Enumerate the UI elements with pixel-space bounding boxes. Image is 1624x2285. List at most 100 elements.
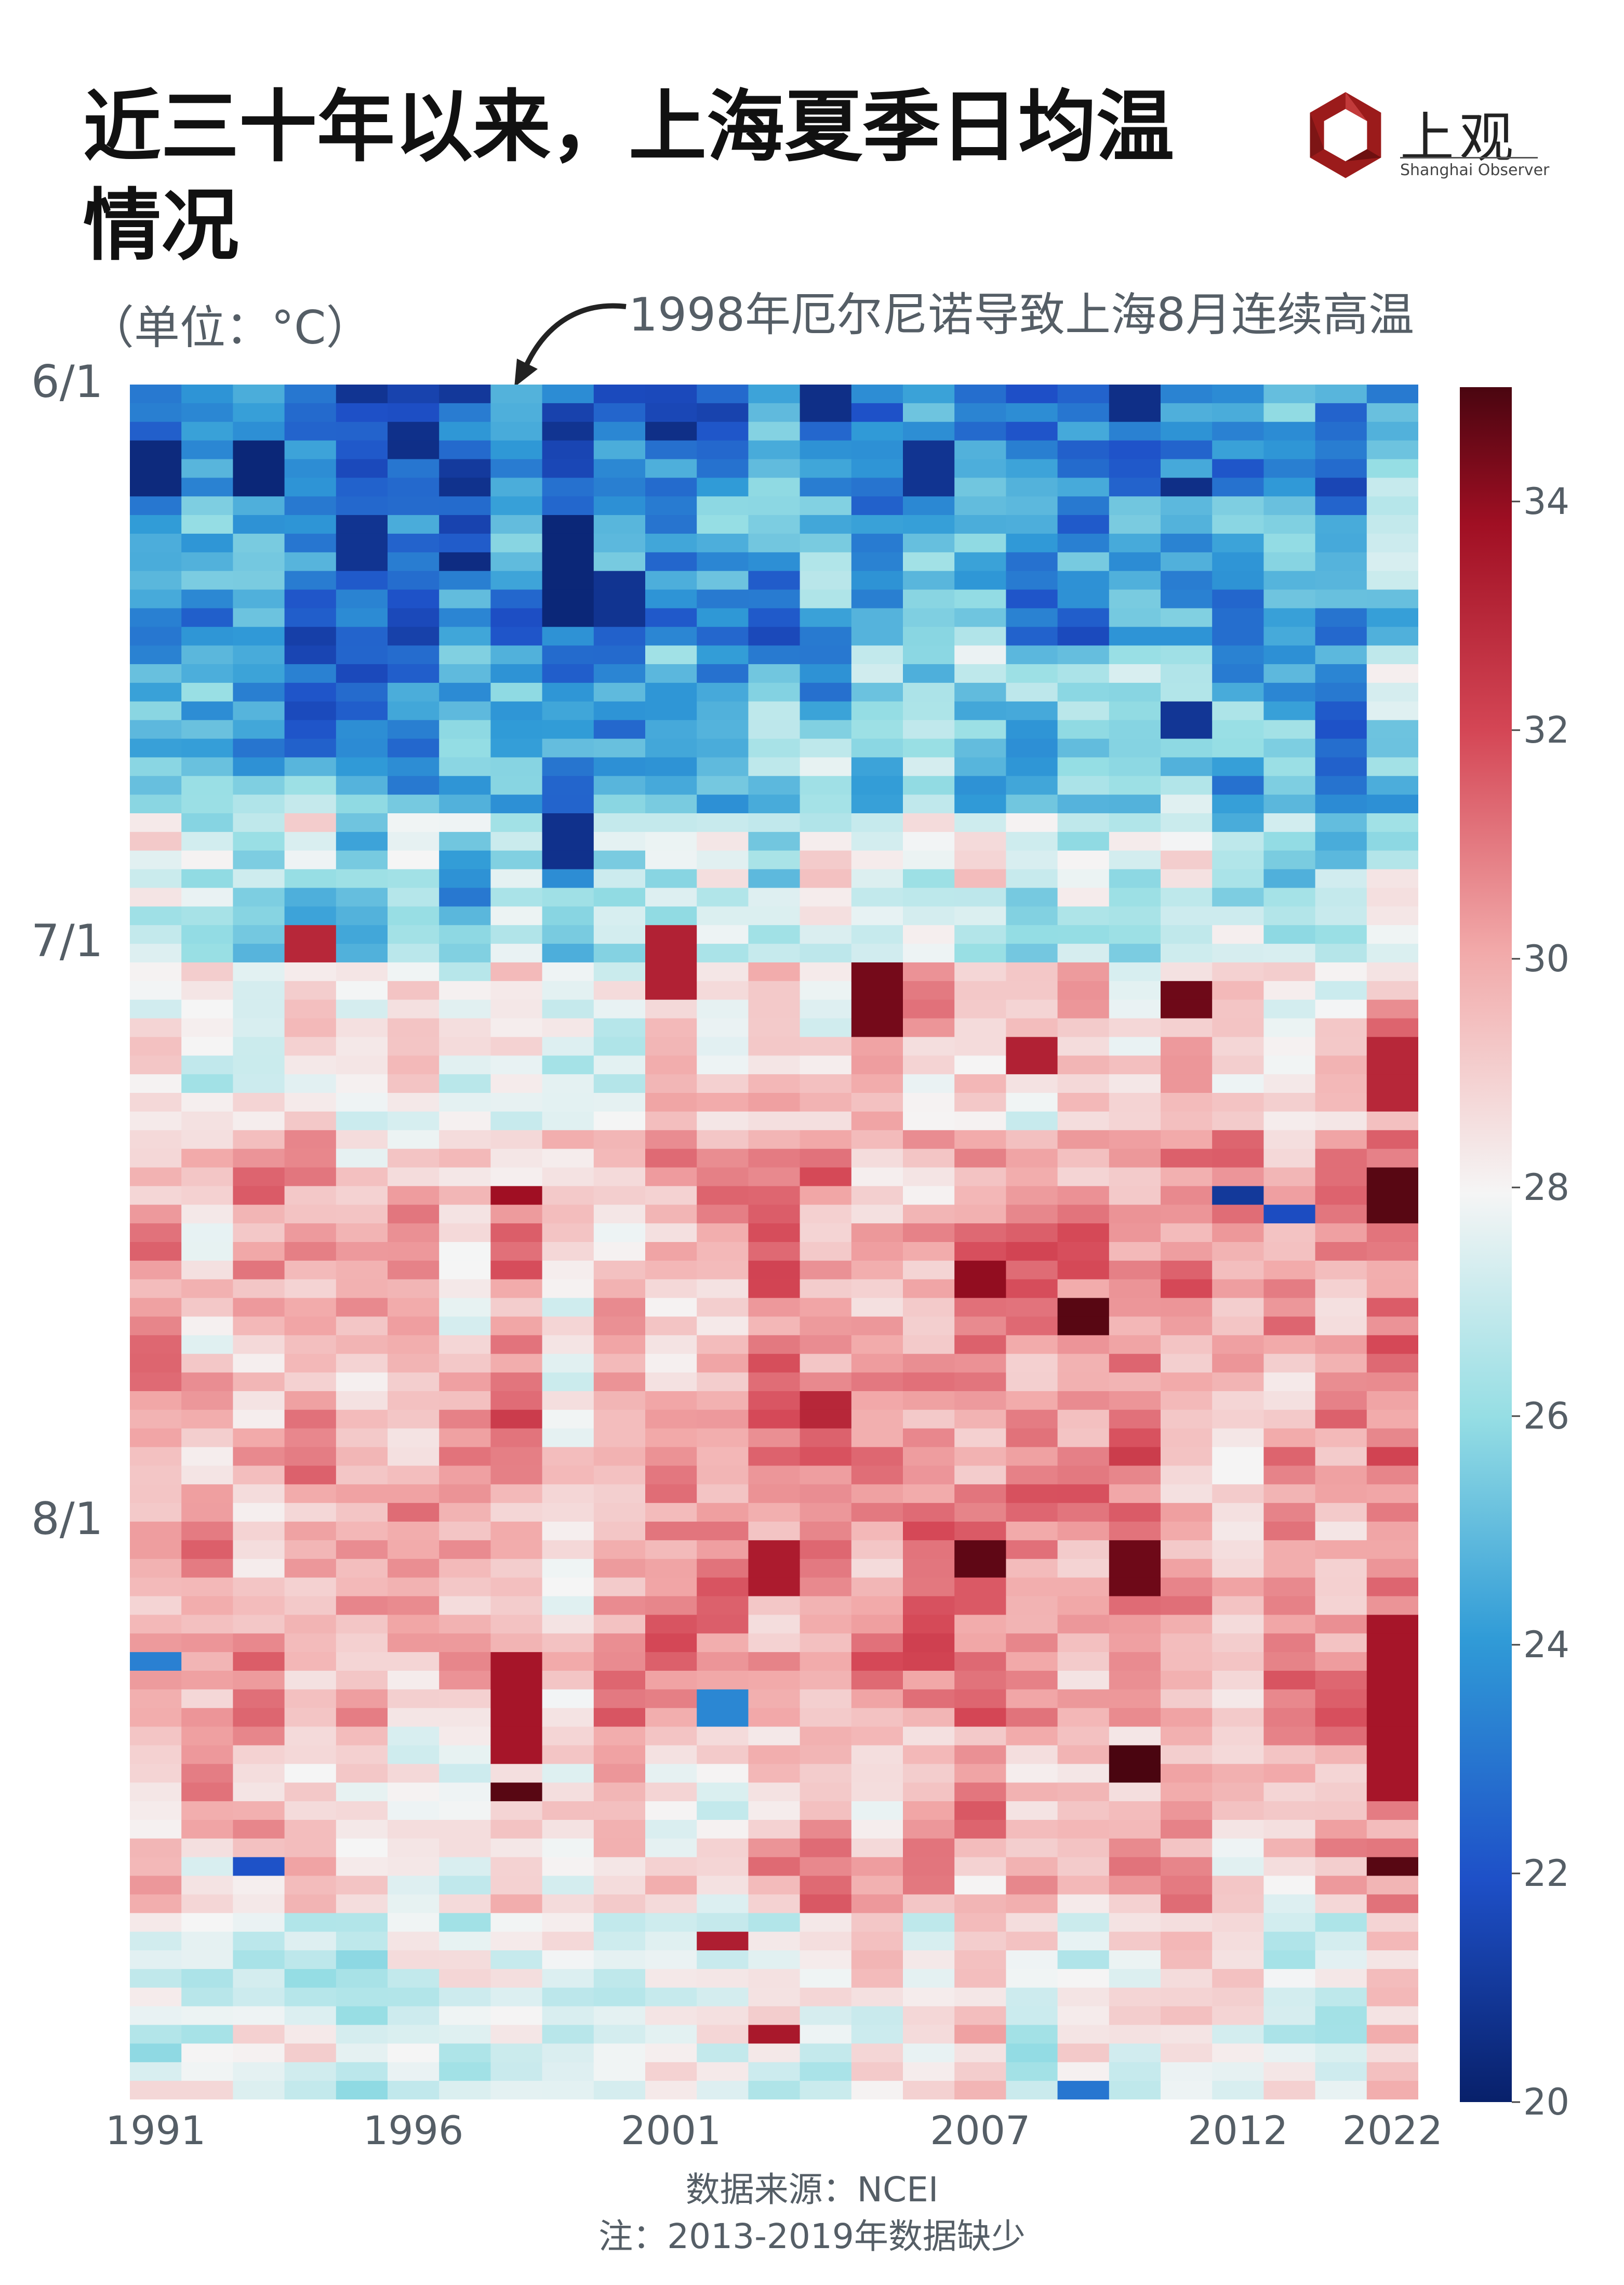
heatmap-cell [1057, 795, 1110, 814]
heatmap-cell [1366, 1819, 1418, 1839]
heatmap-cell [903, 757, 955, 776]
heatmap-cell [233, 738, 285, 758]
heatmap-cell [439, 1838, 491, 1858]
heatmap-cell [439, 813, 491, 833]
heatmap-cell [1212, 1186, 1264, 1205]
heatmap-cell [1263, 1465, 1316, 1485]
heatmap-cell [1161, 664, 1213, 683]
heatmap-cell [1161, 1055, 1213, 1075]
heatmap-cell [490, 981, 543, 1000]
heatmap-cell [233, 999, 285, 1019]
heatmap-cell [1057, 1298, 1110, 1317]
heatmap-cell [130, 1932, 182, 1951]
heatmap-cell [1057, 1838, 1110, 1858]
heatmap-cell [697, 1596, 749, 1615]
heatmap-cell [697, 1875, 749, 1895]
heatmap-cell [130, 1093, 182, 1112]
heatmap-cell [903, 1409, 955, 1429]
heatmap-cell [1212, 627, 1264, 646]
heatmap-cell [490, 1969, 543, 1988]
heatmap-cell [336, 1894, 388, 1913]
heatmap-cell [593, 421, 646, 441]
heatmap-cell [233, 1652, 285, 1671]
heatmap-cell [1109, 1633, 1161, 1653]
heatmap-cell [490, 944, 543, 963]
heatmap-cell [1212, 1409, 1264, 1429]
heatmap-cell [490, 1894, 543, 1913]
heatmap-cell [593, 478, 646, 497]
heatmap-cell [1161, 1633, 1213, 1653]
heatmap-cell [1366, 1447, 1418, 1467]
heatmap-cell [954, 1298, 1006, 1317]
heatmap-cell [1366, 738, 1418, 758]
heatmap-cell [284, 1316, 337, 1336]
heatmap-cell [388, 1950, 440, 1970]
heatmap-cell [1366, 385, 1418, 404]
heatmap-cell [1057, 2062, 1110, 2081]
heatmap-cell [284, 850, 337, 870]
heatmap-cell [490, 795, 543, 814]
heatmap-cell [388, 1708, 440, 1727]
heatmap-cell [748, 738, 801, 758]
heatmap-cell [284, 999, 337, 1019]
heatmap-cell [1315, 1111, 1367, 1131]
heatmap-cell [851, 850, 903, 870]
heatmap-cell [439, 906, 491, 926]
heatmap-cell [439, 1372, 491, 1392]
heatmap-cell [748, 1522, 801, 1541]
heatmap-cell [1366, 925, 1418, 944]
heatmap-cell [1109, 1409, 1161, 1429]
heatmap-cell [1263, 1148, 1316, 1168]
heatmap-cell [1109, 1354, 1161, 1373]
heatmap-cell [233, 1465, 285, 1485]
heatmap-cell [1057, 757, 1110, 776]
heatmap-cell [800, 478, 852, 497]
heatmap-cell [233, 1298, 285, 1317]
heatmap-cell [542, 1558, 594, 1578]
heatmap-cell [1109, 1987, 1161, 2007]
heatmap-cell [1212, 1558, 1264, 1578]
heatmap-cell [645, 1354, 697, 1373]
heatmap-cell [1212, 776, 1264, 795]
heatmap-cell [1263, 552, 1316, 572]
heatmap-cell [697, 1316, 749, 1336]
heatmap-cell [800, 459, 852, 478]
heatmap-cell [1212, 1503, 1264, 1522]
heatmap-cell [1212, 608, 1264, 627]
heatmap-cell [233, 850, 285, 870]
heatmap-cell [954, 850, 1006, 870]
heatmap-cell [336, 385, 388, 404]
heatmap-cell [697, 1540, 749, 1560]
heatmap-cell [439, 1689, 491, 1709]
heatmap-cell [1109, 589, 1161, 609]
heatmap-cell [1212, 1447, 1264, 1467]
heatmap-cell [593, 1279, 646, 1299]
heatmap-cell [1366, 1316, 1418, 1336]
heatmap-cell [284, 1726, 337, 1746]
heatmap-cell [645, 1167, 697, 1186]
heatmap-cell [1315, 999, 1367, 1019]
heatmap-cell [439, 1260, 491, 1280]
heatmap-cell [284, 1074, 337, 1093]
heatmap-cell [954, 757, 1006, 776]
heatmap-cell [851, 1857, 903, 1877]
heatmap-cell [439, 459, 491, 478]
heatmap-cell [233, 664, 285, 683]
heatmap-cell [800, 1671, 852, 1690]
heatmap-cell [1212, 1689, 1264, 1709]
heatmap-cell [336, 757, 388, 776]
heatmap-cell [645, 1093, 697, 1112]
heatmap-cell [1315, 1391, 1367, 1410]
heatmap-cell [490, 1335, 543, 1354]
heatmap-cell [1057, 496, 1110, 516]
heatmap-cell [1263, 999, 1316, 1019]
x-tick-label: 2012 [1188, 2107, 1288, 2154]
heatmap-cell [284, 1354, 337, 1373]
heatmap-cell [542, 1447, 594, 1467]
heatmap-cell [490, 1708, 543, 1727]
heatmap-cell [1161, 1540, 1213, 1560]
heatmap-cell [1315, 1987, 1367, 2007]
logo-mark-icon [1310, 92, 1381, 178]
heatmap-cell [1315, 1615, 1367, 1634]
heatmap-cell [1057, 1522, 1110, 1541]
